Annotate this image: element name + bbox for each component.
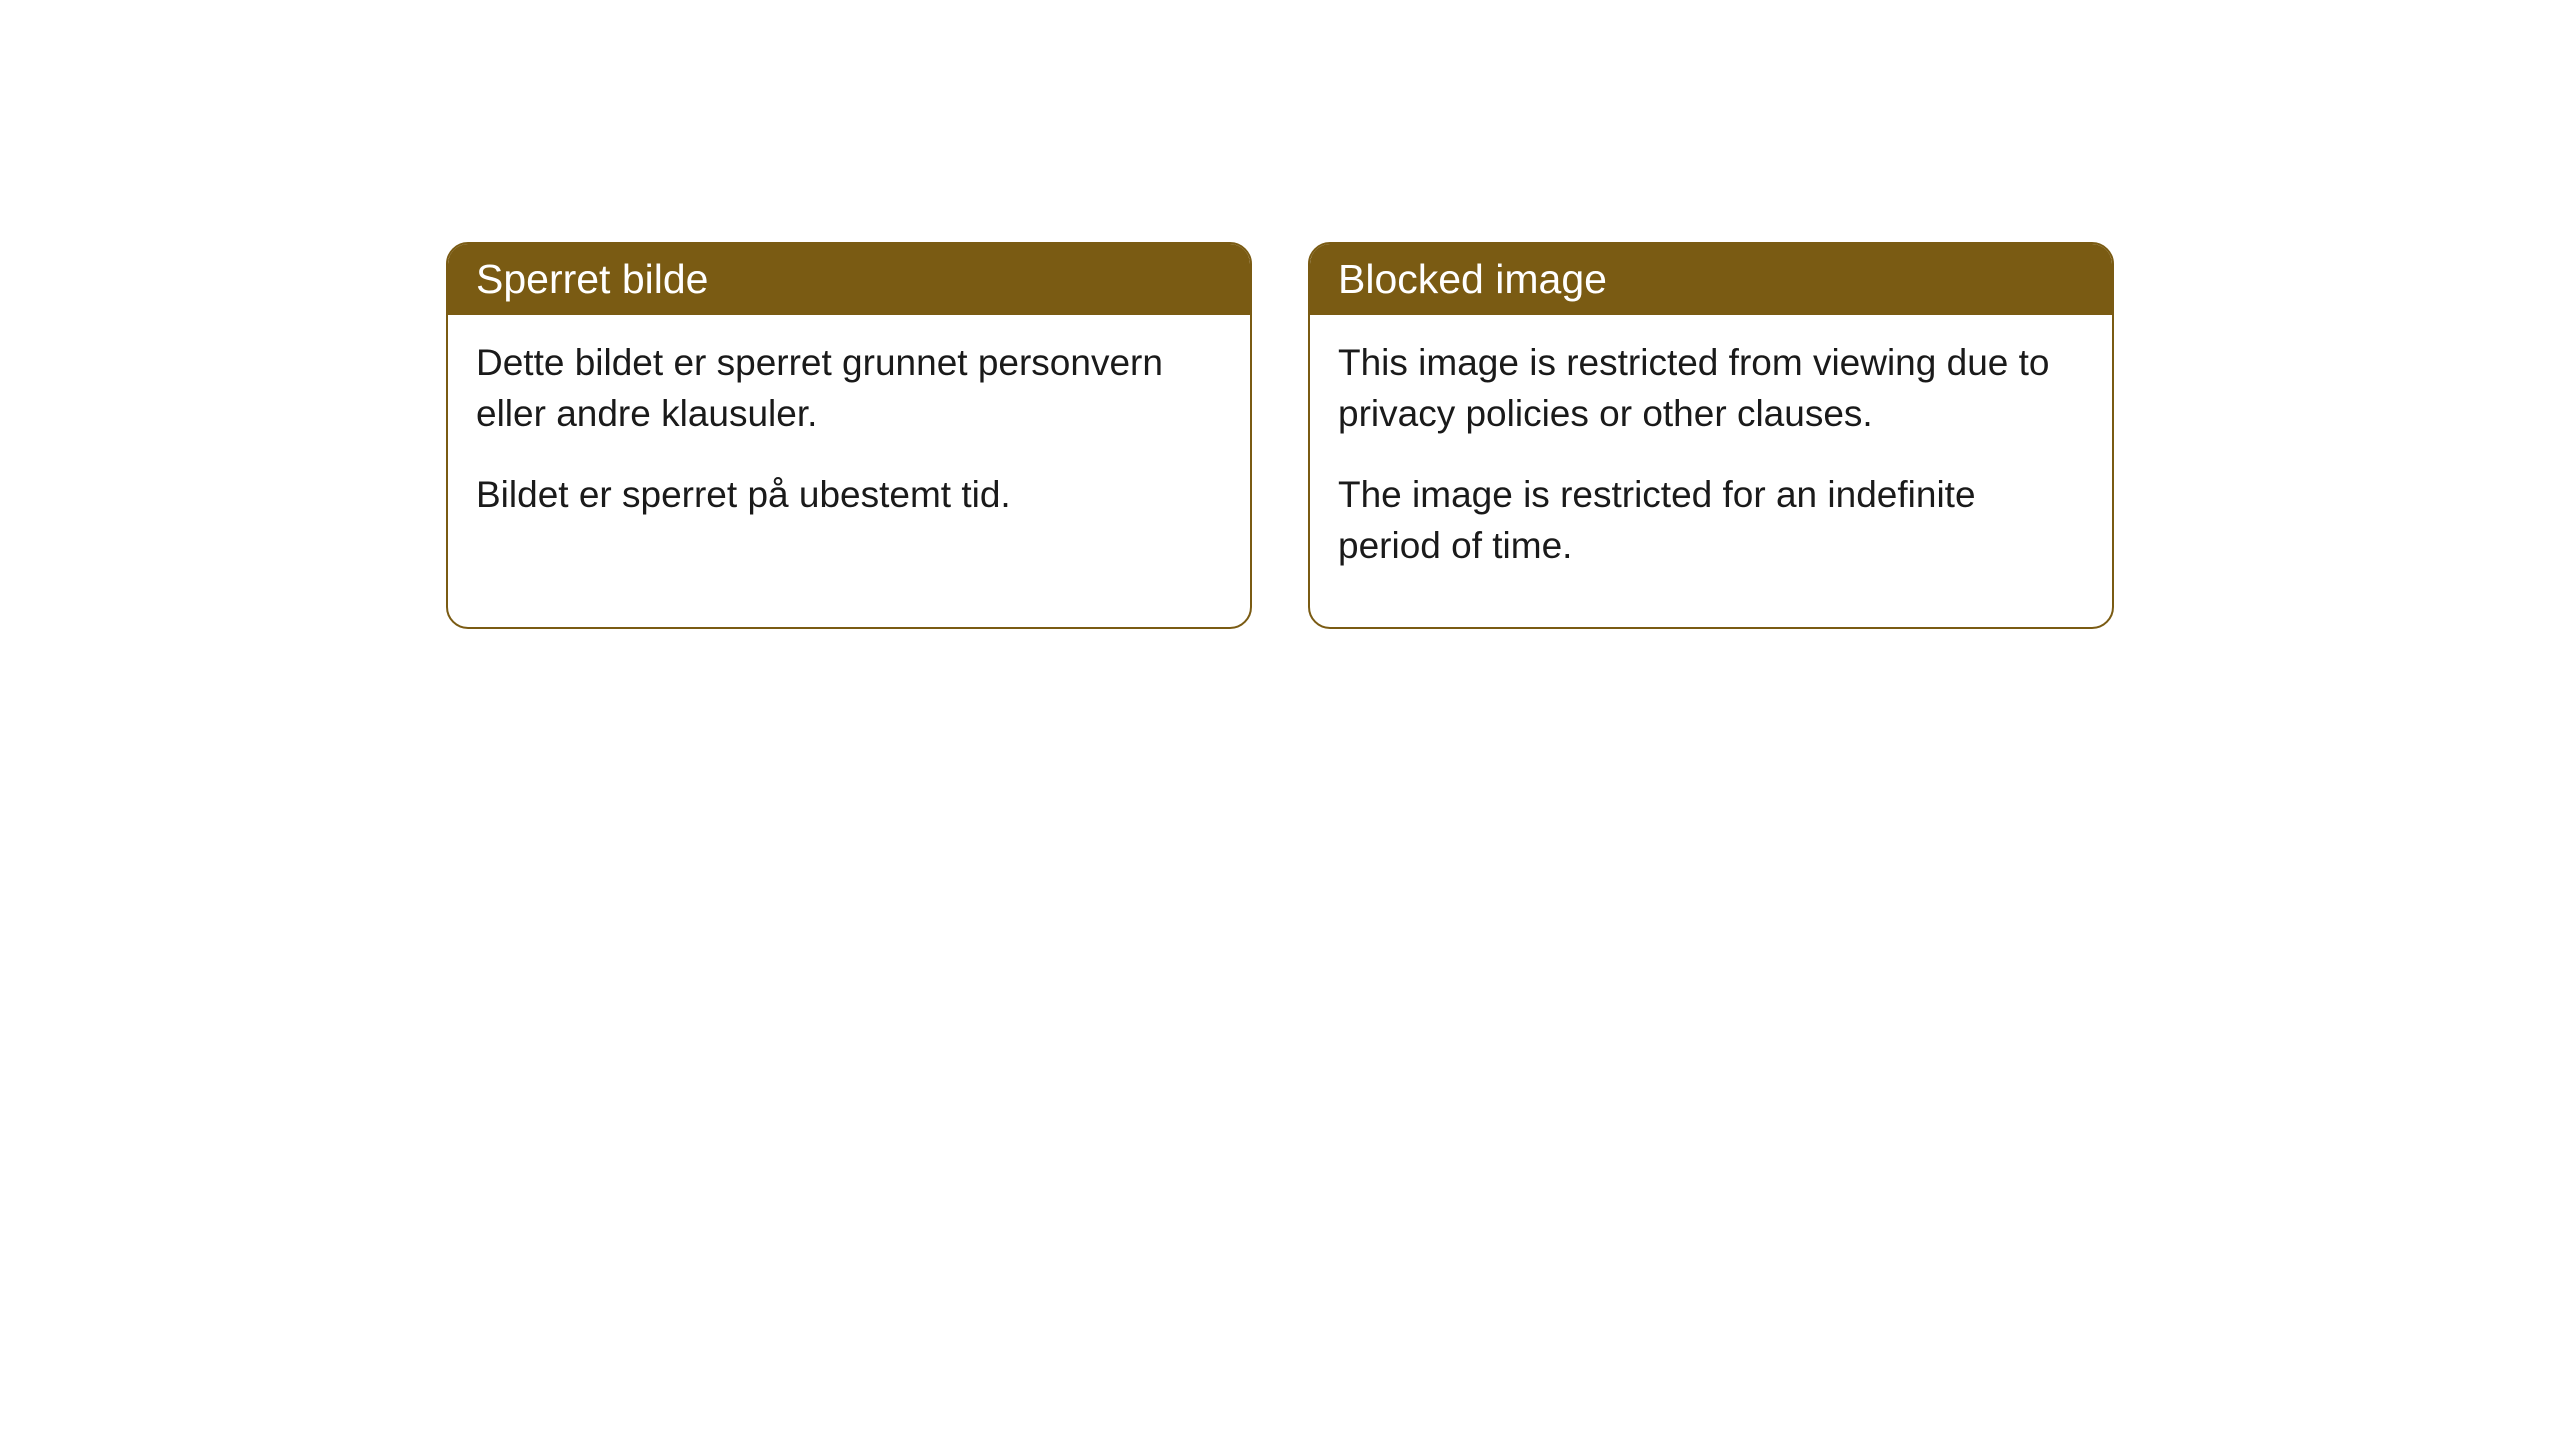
blocked-image-card-english: Blocked image This image is restricted f… [1308, 242, 2114, 629]
blocked-image-card-norwegian: Sperret bilde Dette bildet er sperret gr… [446, 242, 1252, 629]
card-text-norwegian-line1: Dette bildet er sperret grunnet personve… [476, 337, 1222, 439]
card-header-english: Blocked image [1310, 244, 2112, 315]
card-text-norwegian-line2: Bildet er sperret på ubestemt tid. [476, 469, 1222, 520]
card-container: Sperret bilde Dette bildet er sperret gr… [0, 0, 2560, 629]
card-header-norwegian: Sperret bilde [448, 244, 1250, 315]
card-text-english-line2: The image is restricted for an indefinit… [1338, 469, 2084, 571]
card-text-english-line1: This image is restricted from viewing du… [1338, 337, 2084, 439]
card-body-norwegian: Dette bildet er sperret grunnet personve… [448, 315, 1250, 576]
card-body-english: This image is restricted from viewing du… [1310, 315, 2112, 627]
